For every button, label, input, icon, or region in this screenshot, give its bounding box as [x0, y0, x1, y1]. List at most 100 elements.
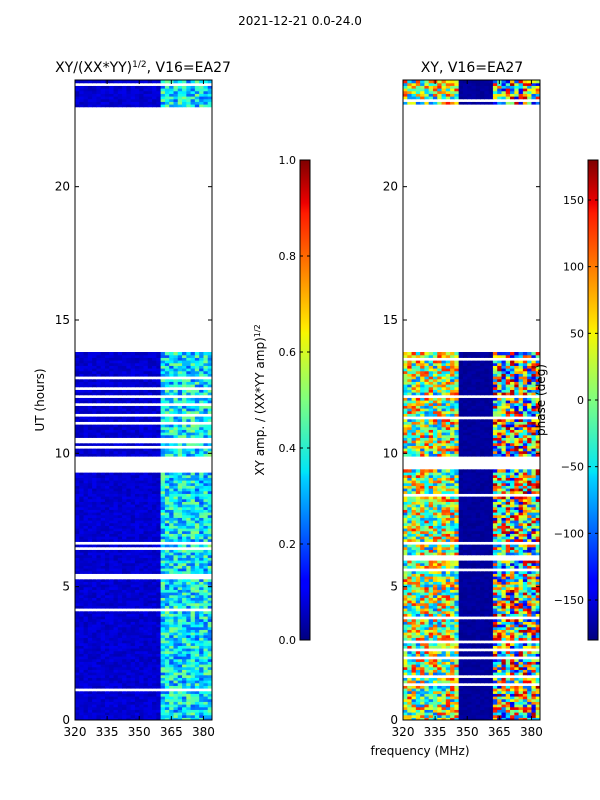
heatmap-cell: [79, 621, 85, 625]
heatmap-cell: [415, 709, 421, 713]
heatmap-cell: [100, 434, 106, 438]
heatmap-cell: [147, 565, 153, 569]
heatmap-cell: [139, 400, 145, 404]
heatmap-cell: [152, 554, 157, 558]
heatmap-cell: [100, 594, 106, 598]
heatmap-cell: [92, 536, 98, 540]
x-tick-label: 320: [64, 725, 87, 739]
heatmap-cell: [199, 544, 205, 548]
heatmap-cell: [186, 498, 192, 502]
heatmap-cell: [92, 490, 98, 494]
heatmap-cell: [117, 410, 123, 414]
heatmap-cell: [130, 362, 136, 366]
heatmap-cell: [113, 672, 119, 676]
heatmap-cell: [96, 450, 102, 454]
heatmap-cell: [194, 533, 200, 537]
heatmap-cell: [75, 517, 80, 521]
heatmap-cell: [199, 626, 205, 630]
heatmap-cell: [126, 538, 132, 542]
heatmap-cell: [420, 693, 426, 697]
heatmap-cell: [169, 501, 175, 505]
heatmap-cell: [109, 104, 115, 108]
heatmap-cell: [207, 560, 212, 564]
heatmap-cell: [100, 680, 106, 684]
heatmap-cell: [130, 701, 136, 705]
heatmap-cell: [194, 701, 200, 705]
heatmap-cell: [130, 442, 136, 446]
heatmap-cell: [454, 696, 460, 700]
heatmap-cell: [100, 85, 106, 89]
heatmap-cell: [113, 656, 119, 660]
heatmap-cell: [79, 546, 85, 550]
heatmap-cell: [152, 650, 157, 654]
heatmap-cell: [164, 680, 170, 684]
heatmap-cell: [169, 421, 175, 425]
heatmap-cell: [117, 88, 123, 92]
heatmap-cell: [113, 669, 119, 673]
heatmap-cell: [126, 450, 132, 454]
heatmap-cell: [147, 645, 153, 649]
heatmap-cell: [117, 661, 123, 665]
heatmap-cell: [126, 621, 132, 625]
heatmap-cell: [164, 506, 170, 510]
heatmap-cell: [164, 704, 170, 708]
heatmap-cell: [96, 669, 102, 673]
heatmap-cell: [428, 704, 434, 708]
heatmap-cell: [83, 672, 89, 676]
heatmap-cell: [169, 578, 175, 582]
heatmap-cell: [199, 472, 205, 476]
heatmap-cell: [156, 557, 162, 561]
heatmap-cell: [156, 530, 162, 534]
heatmap-cell: [462, 712, 468, 716]
heatmap-cell: [160, 493, 166, 497]
heatmap-cell: [156, 365, 162, 369]
heatmap-cell: [173, 682, 179, 686]
heatmap-cell: [126, 536, 132, 540]
heatmap-cell: [143, 512, 149, 516]
heatmap-cell: [109, 453, 115, 457]
heatmap-cell: [207, 594, 212, 598]
heatmap-cell: [182, 514, 187, 518]
heatmap-cell: [194, 560, 200, 564]
heatmap-cell: [104, 538, 110, 542]
heatmap-cell: [100, 517, 106, 521]
heatmap-cell: [109, 648, 115, 652]
heatmap-cell: [471, 696, 477, 700]
heatmap-cell: [182, 506, 187, 510]
heatmap-cell: [143, 389, 149, 393]
heatmap-cell: [186, 362, 192, 366]
heatmap-cell: [177, 469, 183, 473]
heatmap-cell: [173, 621, 179, 625]
heatmap-cell: [130, 512, 136, 516]
heatmap-cell: [156, 685, 162, 689]
heatmap-cell: [177, 360, 183, 364]
heatmap-cell: [182, 536, 187, 540]
heatmap-cell: [75, 624, 80, 628]
heatmap-cell: [160, 88, 166, 92]
heatmap-cell: [147, 101, 153, 105]
heatmap-cell: [207, 557, 212, 561]
heatmap-cell: [152, 440, 157, 444]
heatmap-cell: [117, 576, 123, 580]
heatmap-cell: [92, 413, 98, 417]
heatmap-cell: [87, 434, 93, 438]
heatmap-cell: [186, 669, 192, 673]
heatmap-cell: [527, 696, 533, 700]
heatmap-cell: [462, 709, 468, 713]
heatmap-cell: [462, 717, 468, 720]
heatmap-cell: [169, 618, 175, 622]
heatmap-cell: [194, 674, 200, 678]
heatmap-cell: [445, 706, 451, 710]
heatmap-cell: [182, 589, 187, 593]
heatmap-cell: [190, 448, 196, 452]
heatmap-cell: [190, 498, 196, 502]
heatmap-cell: [190, 490, 196, 494]
heatmap-cell: [173, 400, 179, 404]
heatmap-cell: [207, 373, 212, 377]
heatmap-cell: [143, 666, 149, 670]
heatmap-cell: [475, 709, 481, 713]
heatmap-cell: [450, 698, 455, 702]
heatmap-cell: [96, 592, 102, 596]
heatmap-cell: [109, 704, 115, 708]
heatmap-cell: [96, 410, 102, 414]
